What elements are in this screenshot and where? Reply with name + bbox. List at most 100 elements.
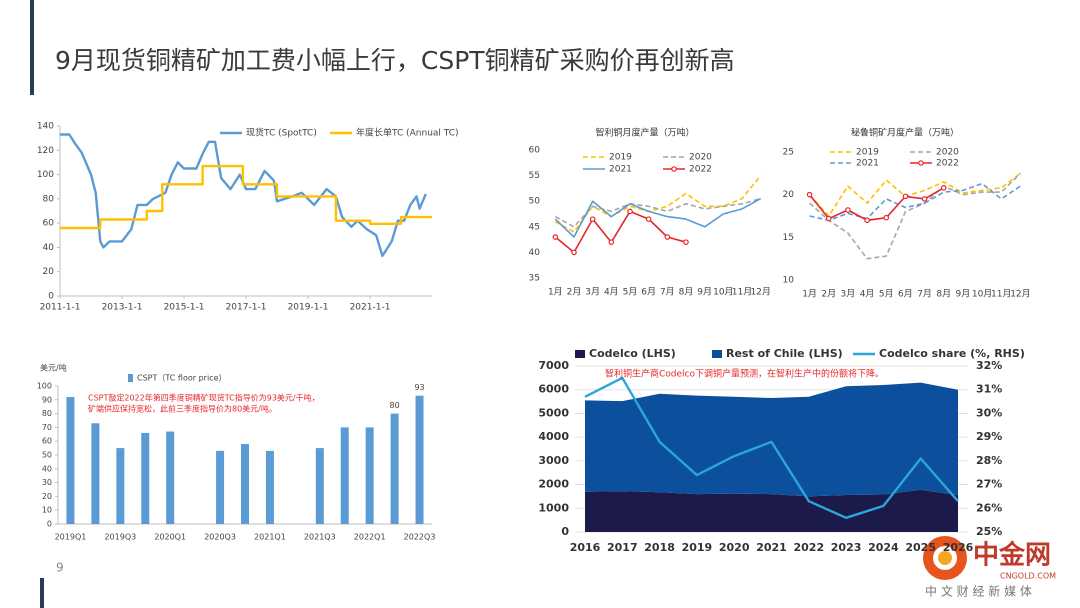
legend-marker	[671, 166, 677, 172]
bar	[241, 443, 249, 524]
point	[683, 239, 689, 245]
legend-marker	[918, 160, 924, 166]
y-tick-label: 50	[529, 197, 541, 207]
x-tick-label: 1月	[548, 287, 563, 298]
x-tick-label: 5月	[623, 287, 638, 298]
bar	[415, 395, 424, 524]
x-tick-label: 10月	[972, 289, 992, 300]
y-tick-label: 5000	[538, 406, 569, 419]
x-tick-label: 12月	[1010, 289, 1030, 300]
point	[645, 216, 652, 222]
y2-tick-label: 25%	[976, 525, 1002, 538]
x-tick-label: 2023	[831, 541, 862, 554]
legend-swatch	[575, 350, 585, 358]
y-tick-label: 0	[48, 292, 54, 302]
point	[940, 185, 947, 191]
x-tick-label: 8月	[679, 287, 694, 298]
y2-tick-label: 32%	[976, 359, 1002, 372]
y-axis-label: 美元/吨	[40, 363, 67, 373]
x-tick-label: 2020	[719, 541, 750, 554]
data-label: 80	[390, 401, 400, 410]
x-tick-label: 9月	[956, 289, 971, 300]
legend-label: 2019	[856, 148, 879, 158]
line-series	[809, 182, 1021, 222]
x-tick-label: 2021Q1	[254, 533, 286, 542]
y-tick-label: 60	[42, 437, 52, 446]
bar	[315, 448, 324, 524]
page-number: 9	[56, 561, 64, 575]
y-tick-label: 60	[529, 146, 541, 156]
legend-label: 2022	[689, 165, 712, 175]
legend-label: 现货TC (SpotTC)	[246, 127, 317, 139]
accent-bar	[40, 578, 44, 608]
legend-swatch	[712, 350, 722, 358]
x-tick-label: 2018	[644, 541, 675, 554]
point	[825, 215, 832, 222]
x-tick-label: 11月	[991, 289, 1011, 300]
y-tick-label: 30	[42, 478, 52, 487]
x-tick-label: 6月	[898, 289, 913, 300]
y-tick-label: 7000	[538, 359, 569, 372]
legend-label: 2019	[609, 153, 632, 163]
point	[883, 214, 890, 221]
legend-label: 2020	[936, 148, 959, 158]
x-tick-label: 2月	[821, 289, 836, 300]
point	[845, 207, 851, 213]
x-tick-label: 2025	[905, 541, 936, 554]
x-tick-label: 2020Q3	[204, 533, 236, 542]
x-tick-label: 8月	[936, 289, 951, 300]
bar	[116, 448, 125, 524]
y-tick-label: 0	[561, 525, 569, 538]
x-tick-label: 2016	[570, 541, 601, 554]
line-series	[554, 210, 687, 254]
annotation: CSPT敲定2022年第四季度铜精矿现货TC指导价为93美元/千吨，	[88, 393, 320, 403]
x-tick-label: 4月	[860, 289, 875, 300]
data-label: 93	[414, 383, 424, 392]
y-tick-label: 70	[42, 423, 52, 432]
y-tick-label: 3000	[538, 454, 569, 467]
legend-label: 2020	[689, 153, 712, 163]
bar	[365, 427, 374, 524]
x-tick-label: 2019Q1	[55, 533, 87, 542]
bar	[66, 397, 75, 524]
x-tick-label: 5月	[879, 289, 894, 300]
y-tick-label: 25	[783, 148, 794, 158]
point	[552, 234, 559, 240]
legend-label: Codelco share (%, RHS)	[879, 347, 1025, 360]
x-tick-label: 2020Q1	[154, 533, 186, 542]
x-tick-label: 2019-1-1	[288, 303, 329, 313]
x-tick-label: 2024	[868, 541, 899, 554]
watermark-site: CNGOLD.COM	[1000, 572, 1056, 581]
point	[571, 249, 577, 256]
x-tick-label: 6月	[641, 287, 656, 298]
x-tick-label: 1月	[802, 289, 817, 300]
logo-dot	[938, 551, 952, 565]
y-tick-label: 100	[37, 382, 52, 391]
y2-tick-label: 31%	[976, 383, 1002, 396]
point	[902, 193, 909, 200]
legend-label: 2021	[856, 159, 879, 169]
point	[664, 234, 671, 240]
line-series	[60, 133, 427, 258]
x-tick-label: 2022Q1	[354, 533, 386, 542]
slide-title: 9月现货铜精矿加工费小幅上行，CSPT铜精矿采购价再创新高	[55, 46, 735, 75]
y-tick-label: 35	[529, 274, 540, 284]
x-tick-label: 2015-1-1	[164, 303, 205, 313]
x-tick-label: 11月	[732, 287, 752, 298]
watermark: 中金网 CNGOLD.COM 中 文 财 经 新 媒 体	[923, 536, 1056, 599]
line-series	[584, 376, 959, 519]
y-tick-label: 0	[47, 520, 52, 529]
line-series	[60, 164, 432, 230]
y-tick-label: 1000	[538, 501, 569, 514]
y-tick-label: 55	[529, 171, 540, 181]
x-tick-label: 2022	[793, 541, 824, 554]
y-tick-label: 140	[37, 122, 54, 132]
legend-swatch	[128, 374, 133, 382]
y-tick-label: 40	[43, 243, 55, 253]
line-series	[554, 197, 761, 228]
x-tick-label: 12月	[750, 287, 770, 298]
chart-title: 秘鲁铜矿月度产量（万吨）	[851, 127, 959, 139]
x-tick-label: 2026	[943, 541, 974, 554]
point	[608, 239, 615, 245]
